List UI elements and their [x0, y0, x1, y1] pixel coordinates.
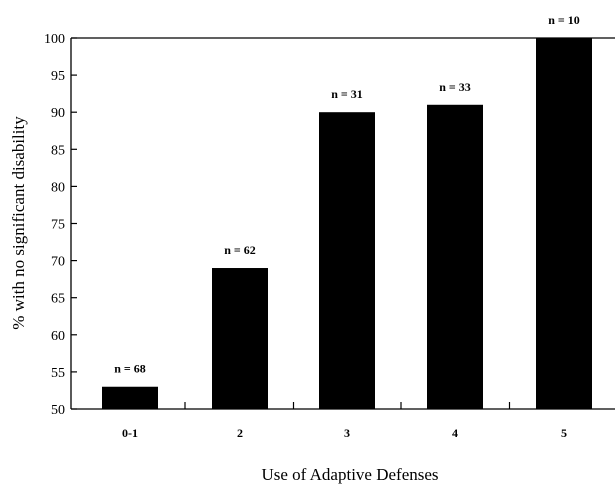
y-tick-label: 100 [44, 32, 65, 47]
bar-5 [536, 38, 592, 409]
y-tick-label: 95 [51, 69, 65, 84]
data-labels: n = 68 n = 62 n = 31 n = 33 n = 10 [114, 13, 580, 376]
bar-data-label: n = 62 [224, 243, 256, 257]
x-tick-label: 4 [452, 426, 458, 440]
y-tick-label: 50 [51, 403, 65, 418]
y-tick-label: 65 [51, 292, 65, 307]
bar-3 [319, 112, 375, 409]
y-axis: 50 55 60 65 70 75 80 85 90 95 100 [44, 32, 77, 418]
x-tick-label: 2 [237, 426, 243, 440]
bar-2 [212, 268, 268, 409]
x-tick-label: 5 [561, 426, 567, 440]
y-tick-label: 55 [51, 366, 65, 381]
bar-data-label: n = 68 [114, 362, 146, 376]
bars [102, 38, 592, 409]
y-axis-title: % with no significant disability [9, 116, 28, 330]
bar-data-label: n = 33 [439, 80, 471, 94]
y-tick-label: 80 [51, 180, 65, 195]
x-tick-label: 0-1 [122, 426, 138, 440]
x-tick-label: 3 [344, 426, 350, 440]
y-tick-label: 70 [51, 255, 65, 270]
bar-data-label: n = 10 [548, 13, 580, 27]
y-tick-label: 60 [51, 329, 65, 344]
bar-data-label: n = 31 [331, 87, 363, 101]
y-tick-label: 90 [51, 106, 65, 121]
bar-0-1 [102, 386, 158, 409]
y-tick-label: 75 [51, 218, 65, 233]
x-axis-title: Use of Adaptive Defenses [261, 465, 438, 484]
bar-4 [427, 104, 483, 409]
y-tick-label: 85 [51, 143, 65, 158]
